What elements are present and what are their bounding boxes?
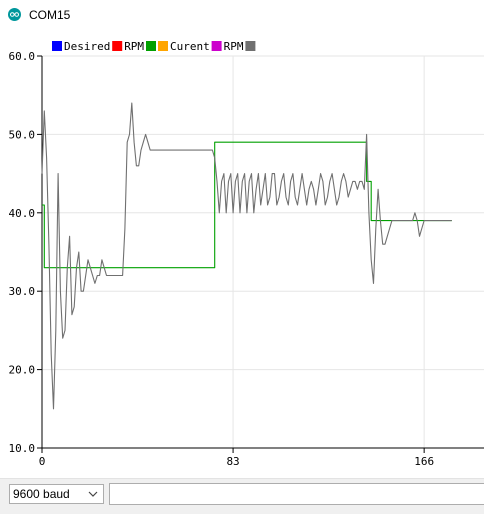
bottom-toolbar: 9600 baud (0, 478, 484, 514)
legend-label: Curent (170, 40, 210, 53)
y-tick-label: 40.0 (9, 207, 36, 220)
legend-swatch (212, 41, 222, 51)
series (42, 103, 452, 409)
y-tick-label: 30.0 (9, 285, 36, 298)
chevron-down-icon (88, 489, 98, 499)
serial-plotter-area: 0 83 166 10.0 20.0 30.0 40.0 50.0 60.0 Desired RP… (0, 31, 484, 478)
y-tick-label: 60.0 (9, 50, 36, 63)
legend-label: Desired (64, 40, 110, 53)
legend-swatch (245, 41, 255, 51)
y-tick-label: 50.0 (9, 128, 36, 141)
legend: Desired RPM Curent RPM (52, 40, 255, 53)
legend-swatch (158, 41, 168, 51)
legend-swatch (146, 41, 156, 51)
grid (42, 56, 484, 448)
legend-swatch (52, 41, 62, 51)
legend-label: RPM (224, 40, 244, 53)
x-tick-label: 83 (226, 455, 239, 468)
x-tick-label: 0 (39, 455, 46, 468)
title-bar: COM15 (0, 0, 484, 31)
y-tick-label: 20.0 (9, 364, 36, 377)
send-input[interactable] (109, 483, 484, 505)
y-tick-label: 10.0 (9, 442, 36, 455)
baud-rate-value: 9600 baud (13, 487, 70, 501)
legend-label: RPM (124, 40, 144, 53)
plot-chart: 0 83 166 10.0 20.0 30.0 40.0 50.0 60.0 Desired RP… (0, 31, 484, 478)
axes: 0 83 166 10.0 20.0 30.0 40.0 50.0 60.0 (9, 50, 484, 468)
arduino-app-icon (8, 8, 21, 21)
baud-rate-select[interactable]: 9600 baud (9, 484, 104, 504)
window-title: COM15 (29, 8, 70, 22)
legend-swatch (112, 41, 122, 51)
series-line-2 (42, 103, 452, 409)
x-tick-label: 166 (414, 455, 434, 468)
